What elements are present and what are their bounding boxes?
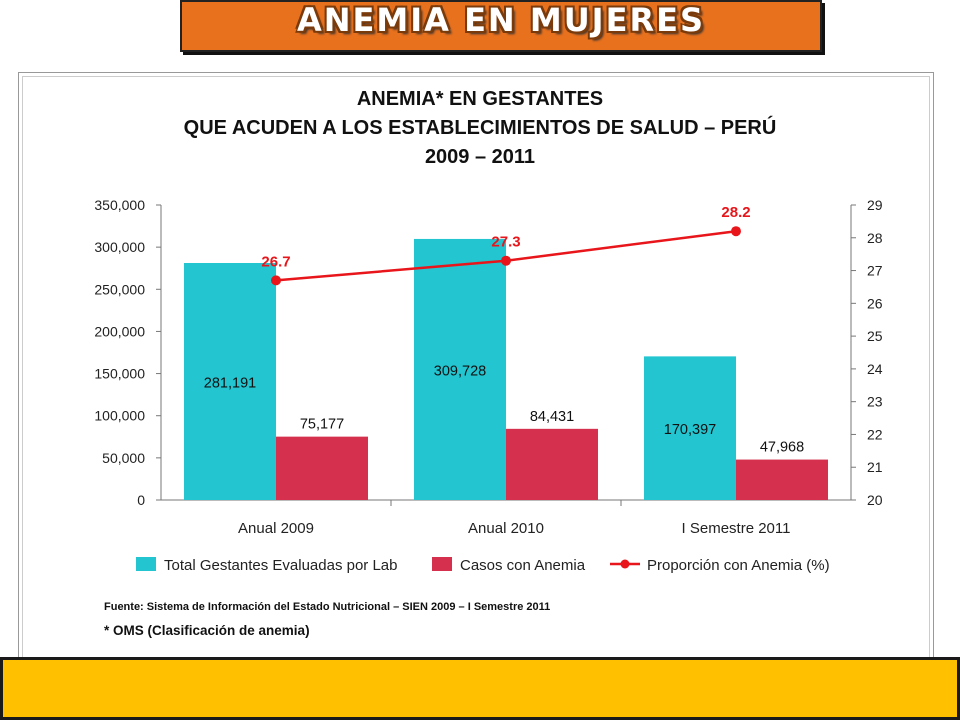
chart-axes: 0 50,000 100,000 150,000 200,000 250,000 300,0… (94, 197, 882, 537)
bar-data-label: 47,968 (760, 440, 804, 456)
y-left-tick-label: 0 (137, 492, 145, 508)
bar (414, 238, 506, 500)
bar-data-label: 75,177 (300, 417, 344, 433)
bar-data-label: 84,431 (530, 409, 574, 425)
chart-subtitle-line-2: 2009 – 2011 (425, 146, 535, 168)
y-right-tick-label: 27 (867, 263, 883, 279)
footnote: * OMS (Clasificación de anemia) (104, 623, 310, 638)
chart-subtitle-line-1: QUE ACUDEN A LOS ESTABLECIMIENTOS DE SAL… (184, 115, 777, 139)
y-right-tick-label: 20 (867, 492, 883, 508)
bar (736, 459, 828, 500)
y-left-tick-label: 200,000 (94, 323, 145, 339)
line-data-label: 28.2 (721, 204, 750, 221)
x-tick-label: Anual 2010 (468, 520, 544, 537)
bar (506, 428, 598, 500)
y-right-tick-label: 26 (867, 295, 883, 311)
y-left-tick-label: 300,000 (94, 239, 145, 255)
footer-bar (0, 657, 960, 720)
chart-title: ANEMIA* EN GESTANTES (357, 88, 603, 110)
bar-data-label: 281,191 (204, 375, 256, 391)
title-banner: ANEMIA EN MUJERES (180, 0, 822, 52)
banner-title: ANEMIA EN MUJERES (297, 1, 705, 39)
x-tick-label: Anual 2009 (238, 520, 314, 537)
y-right-tick-label: 21 (867, 459, 883, 475)
legend-swatch (432, 557, 452, 571)
legend-marker (620, 559, 630, 569)
y-left-tick-label: 350,000 (94, 197, 145, 213)
legend-swatch (136, 557, 156, 571)
y-left-tick-label: 50,000 (102, 450, 145, 466)
line-point (731, 226, 741, 237)
bar-data-label: 170,397 (664, 422, 716, 438)
chart-bars: 281,191 75,177 309,728 84,431 170,397 47,968 (184, 238, 828, 500)
y-right-tick-label: 23 (867, 394, 883, 410)
x-tick-label: I Semestre 2011 (682, 520, 791, 537)
y-right-tick-label: 24 (867, 361, 883, 377)
y-left-tick-label: 250,000 (94, 281, 145, 297)
bar-data-label: 309,728 (434, 363, 486, 379)
line-data-label: 26.7 (261, 253, 290, 270)
y-right-tick-label: 28 (867, 230, 883, 246)
legend-label: Total Gestantes Evaluadas por Lab (164, 557, 397, 574)
line-data-label: 27.3 (491, 234, 520, 251)
y-right-tick-label: 22 (867, 426, 883, 442)
y-right-tick-label: 29 (867, 197, 883, 213)
source-note: Fuente: Sistema de Información del Estad… (104, 601, 550, 613)
y-right-tick-label: 25 (867, 328, 883, 344)
chart-legend: Total Gestantes Evaluadas por Lab Casos c… (136, 557, 830, 574)
line-point (271, 275, 281, 286)
bar (184, 262, 276, 500)
bar (276, 436, 368, 500)
chart-line: 26.7 27.3 28.2 (261, 204, 751, 286)
line-point (501, 255, 511, 266)
bar (644, 356, 736, 500)
chart: ANEMIA* EN GESTANTES QUE ACUDEN A LOS ES… (94, 88, 882, 638)
y-left-tick-label: 150,000 (94, 366, 145, 382)
legend-label: Proporción con Anemia (%) (647, 557, 830, 574)
legend-label: Casos con Anemia (460, 557, 586, 574)
y-left-tick-label: 100,000 (94, 408, 145, 424)
